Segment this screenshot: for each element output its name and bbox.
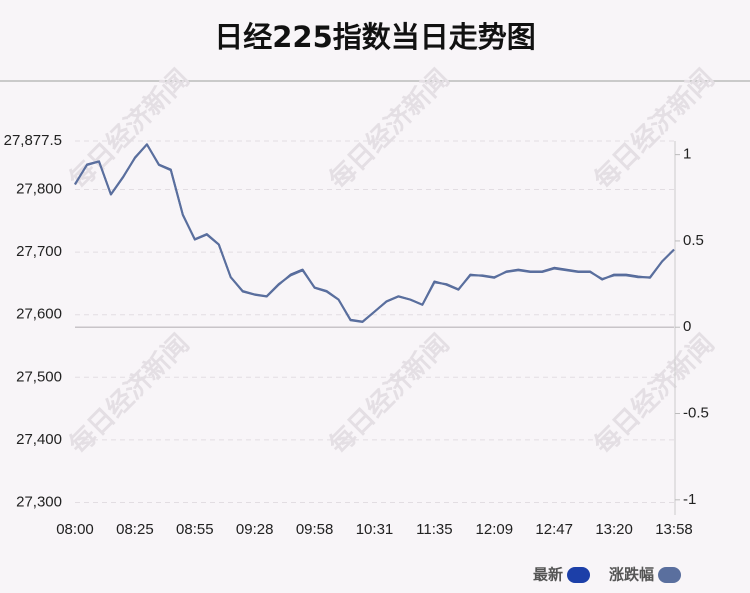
series-line: [74, 143, 675, 323]
watermark: 每日经济新闻: [323, 328, 455, 460]
x-tick-label: 13:58: [655, 521, 693, 538]
x-tick-label: 08:25: [116, 521, 154, 538]
y-tick-label: 27,300: [16, 493, 62, 510]
x-tick-label: 08:55: [176, 521, 214, 538]
y2-tick-label: 0: [683, 318, 691, 335]
watermark: 每日经济新闻: [63, 328, 195, 460]
watermark: 每日经济新闻: [63, 63, 195, 195]
watermark: 每日经济新闻: [323, 63, 455, 195]
x-tick-label: 08:00: [56, 521, 94, 538]
x-tick-label: 12:47: [535, 521, 573, 538]
x-tick-label: 10:31: [356, 521, 394, 538]
series-line: [74, 143, 675, 323]
x-tick-label: 11:35: [416, 521, 452, 538]
legend-label: 最新: [533, 566, 563, 584]
legend-swatch: [567, 567, 591, 583]
y2-tick-label: 1: [683, 146, 691, 163]
legend-label: 涨跌幅: [609, 566, 654, 584]
x-tick-label: 09:28: [236, 521, 274, 538]
y-tick-label: 27,877.5: [4, 132, 62, 149]
y-tick-label: 27,500: [16, 368, 62, 385]
y2-tick-label: -1: [683, 491, 696, 508]
x-tick-label: 09:58: [296, 521, 334, 538]
legend-swatch: [658, 567, 682, 583]
x-tick-label: 13:20: [595, 521, 633, 538]
watermark: 每日经济新闻: [588, 328, 720, 460]
watermark: 每日经济新闻: [588, 63, 720, 195]
x-tick-label: 12:09: [476, 521, 514, 538]
y-tick-label: 27,600: [16, 306, 62, 323]
y2-tick-label: -0.5: [683, 404, 709, 421]
y-tick-label: 27,400: [16, 431, 62, 448]
watermarks: 每日经济新闻 每日经济新闻 每日经济新闻 每日经济新闻 每日经济新闻 每日经济新…: [63, 63, 720, 460]
y-tick-label: 27,800: [16, 180, 62, 197]
y2-tick-label: 0.5: [683, 232, 704, 249]
chart-title: 日经225指数当日走势图: [214, 20, 536, 54]
y-tick-label: 27,700: [16, 243, 62, 260]
